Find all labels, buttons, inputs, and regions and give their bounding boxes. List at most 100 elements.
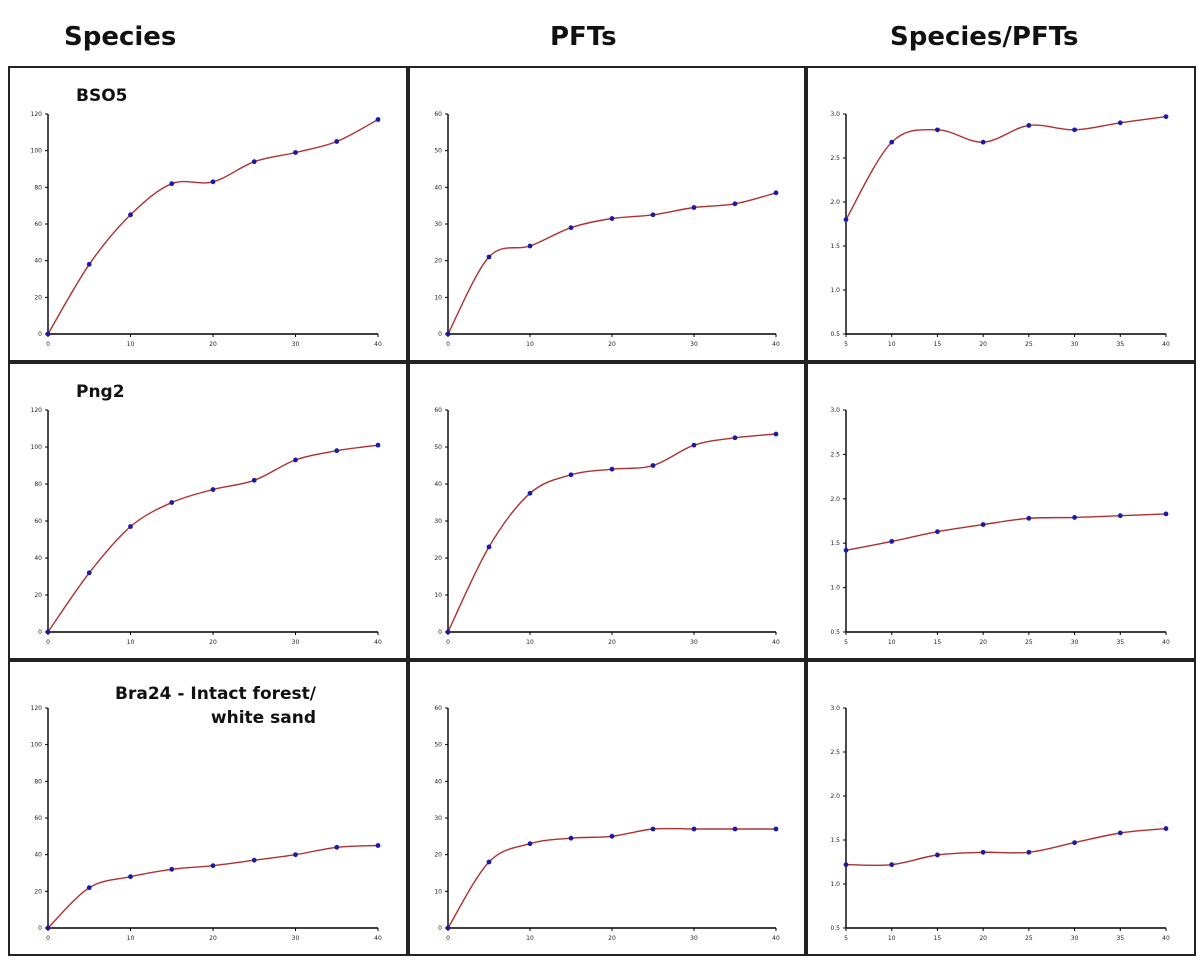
data-point bbox=[210, 487, 216, 492]
data-point bbox=[889, 539, 895, 544]
chart-svg: 0 10 20 30 40 50 60 0 10 20 30 40 bbox=[434, 407, 780, 646]
series-line bbox=[47, 844, 379, 929]
y-tick-label: 10 bbox=[434, 294, 442, 301]
y-tick-label: 50 bbox=[434, 444, 442, 451]
data-point bbox=[568, 835, 574, 841]
x-tick-label: 35 bbox=[1116, 639, 1124, 646]
data-point bbox=[773, 431, 779, 437]
x-tick-label: 30 bbox=[1071, 639, 1079, 646]
x-tick-label: 15 bbox=[934, 341, 942, 348]
y-tick-label: 100 bbox=[31, 742, 43, 749]
data-point bbox=[650, 463, 656, 468]
x-tick-label: 20 bbox=[209, 341, 217, 348]
y-tick-label: 0.5 bbox=[830, 629, 840, 636]
chart-svg: 0.5 1.0 1.5 2.0 2.5 3.0 5 10 15 20 25 30 35 40 bbox=[830, 705, 1170, 942]
y-tick-label: 0.5 bbox=[830, 925, 840, 932]
y-tick-label: 1.5 bbox=[830, 837, 840, 844]
data-point bbox=[1026, 515, 1032, 521]
x-tick-label: 30 bbox=[690, 935, 698, 942]
x-tick-label: 5 bbox=[844, 341, 848, 348]
x-tick-label: 10 bbox=[888, 639, 896, 646]
data-point bbox=[732, 201, 738, 207]
header-pfts: PFTs bbox=[550, 22, 617, 52]
y-tick-label: 60 bbox=[434, 111, 442, 118]
header-species: Species bbox=[64, 22, 177, 52]
data-point bbox=[1026, 123, 1032, 128]
series-line bbox=[447, 192, 777, 335]
data-point bbox=[334, 844, 340, 850]
x-tick-label: 0 bbox=[46, 341, 50, 348]
data-point bbox=[334, 448, 340, 454]
data-point bbox=[45, 331, 51, 337]
x-tick-label: 40 bbox=[1162, 639, 1170, 646]
chart-svg: 0 20 40 60 80 100 120 0 10 20 30 40 bbox=[31, 407, 382, 646]
y-tick-label: 0 bbox=[38, 925, 42, 932]
x-tick-label: 20 bbox=[209, 639, 217, 646]
x-tick-label: 10 bbox=[526, 639, 534, 646]
data-point bbox=[889, 862, 895, 868]
data-point bbox=[935, 127, 940, 133]
y-tick-label: 120 bbox=[31, 705, 43, 712]
data-point bbox=[128, 212, 133, 218]
data-point bbox=[293, 150, 298, 155]
site-label: Png2 bbox=[76, 382, 125, 402]
y-tick-label: 20 bbox=[34, 888, 42, 895]
y-tick-label: 80 bbox=[34, 778, 42, 785]
chart-panel-r3-c2: 0 10 20 30 40 50 60 0 10 20 30 40 bbox=[408, 660, 806, 956]
data-point bbox=[691, 826, 697, 832]
data-point bbox=[650, 826, 656, 832]
y-tick-label: 40 bbox=[434, 778, 442, 785]
y-tick-label: 50 bbox=[434, 148, 442, 155]
data-point bbox=[1072, 515, 1077, 520]
data-point bbox=[691, 205, 697, 210]
series-line bbox=[845, 827, 1167, 867]
chart-svg: 0 20 40 60 80 100 120 0 10 20 30 40 bbox=[31, 705, 382, 942]
data-point bbox=[169, 181, 175, 187]
data-point bbox=[86, 885, 92, 891]
x-tick-label: 40 bbox=[1162, 935, 1170, 942]
x-tick-label: 25 bbox=[1025, 639, 1033, 646]
data-point bbox=[1117, 120, 1123, 126]
x-tick-label: 25 bbox=[1025, 935, 1033, 942]
data-point bbox=[609, 216, 615, 221]
x-tick-label: 30 bbox=[292, 341, 300, 348]
x-tick-label: 5 bbox=[844, 935, 848, 942]
x-tick-label: 30 bbox=[690, 639, 698, 646]
chart-panel-r2-c2: 0 10 20 30 40 50 60 0 10 20 30 40 bbox=[408, 362, 806, 660]
y-tick-label: 20 bbox=[34, 592, 42, 599]
data-point bbox=[375, 442, 381, 448]
x-tick-label: 40 bbox=[772, 341, 780, 348]
data-point bbox=[169, 866, 175, 872]
site-label: Bra24 - Intact forest/ white sand bbox=[115, 684, 316, 728]
x-tick-label: 0 bbox=[446, 935, 450, 942]
data-point bbox=[568, 472, 574, 478]
series-line bbox=[845, 115, 1167, 220]
data-point bbox=[86, 261, 92, 267]
y-tick-label: 2.0 bbox=[830, 199, 840, 206]
x-tick-label: 30 bbox=[292, 935, 300, 942]
chart-panel-r2-c3: 0.5 1.0 1.5 2.0 2.5 3.0 5 10 15 20 25 30 35 40 bbox=[806, 362, 1196, 660]
data-point bbox=[334, 139, 340, 144]
x-tick-label: 35 bbox=[1116, 341, 1124, 348]
data-point bbox=[486, 254, 492, 260]
y-tick-label: 80 bbox=[34, 481, 42, 488]
data-point bbox=[773, 826, 779, 832]
y-tick-label: 40 bbox=[34, 258, 42, 265]
x-tick-label: 10 bbox=[526, 341, 534, 348]
series-line bbox=[447, 827, 776, 929]
data-point bbox=[445, 925, 451, 931]
y-tick-label: 0 bbox=[438, 331, 442, 338]
y-tick-label: 2.5 bbox=[830, 451, 840, 458]
data-point bbox=[691, 442, 697, 448]
y-tick-label: 10 bbox=[434, 592, 442, 599]
x-tick-label: 30 bbox=[1071, 935, 1079, 942]
y-tick-label: 2.5 bbox=[830, 749, 840, 756]
x-tick-label: 10 bbox=[888, 341, 896, 348]
y-tick-label: 1.5 bbox=[830, 540, 840, 547]
x-tick-label: 10 bbox=[127, 639, 135, 646]
x-tick-label: 0 bbox=[46, 935, 50, 942]
data-point bbox=[568, 225, 574, 231]
y-tick-label: 30 bbox=[434, 221, 442, 228]
data-point bbox=[843, 862, 849, 868]
